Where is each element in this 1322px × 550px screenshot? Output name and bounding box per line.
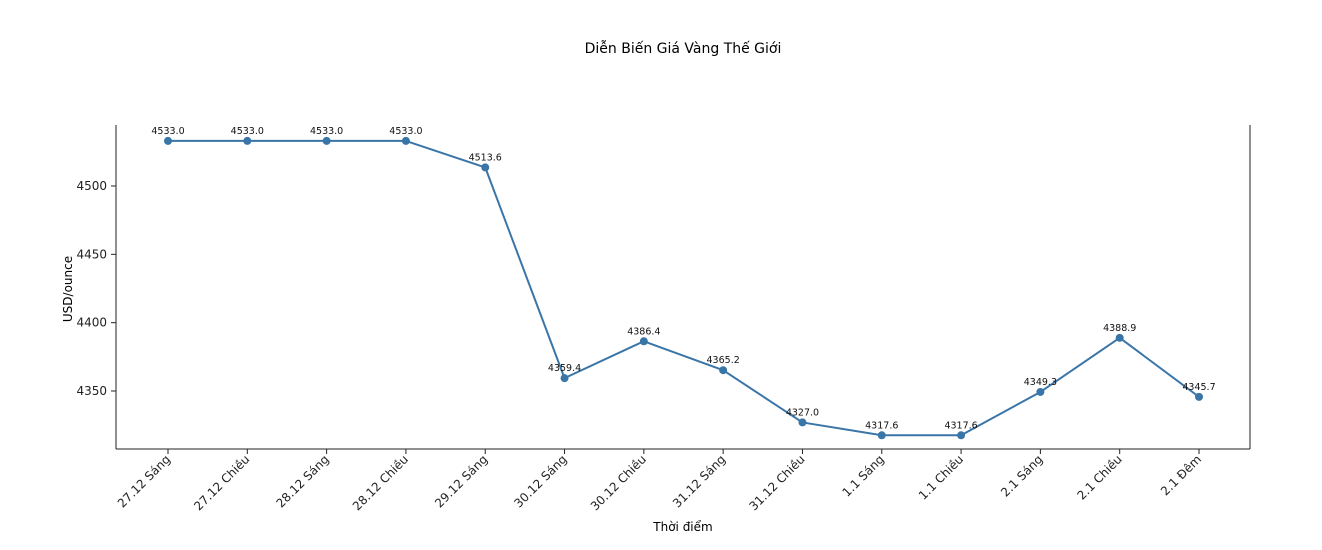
x-tick-label: 27.12 Sáng [115,452,173,510]
plot-area [115,125,1251,450]
x-tick-label: 1.1 Sáng [839,452,886,499]
series-line [168,139,1200,437]
x-tick-label: 28.12 Sáng [273,452,331,510]
data-point-label: 4533.0 [310,126,343,137]
x-tick-label: 1.1 Chiều [916,452,966,502]
data-point-label: 4349.3 [1024,377,1057,388]
x-tick-label: 31.12 Sáng [670,452,728,510]
data-point-label: 4533.0 [231,126,264,137]
x-tick-label: 27.12 Chiều [191,452,252,513]
data-point-marker [401,136,410,145]
data-point-marker [481,163,490,172]
y-tick-label: 4500 [76,179,107,193]
x-tick-label: 30.12 Chiều [588,452,649,513]
data-point-marker [1195,392,1203,401]
data-point-label: 4388.9 [1103,323,1136,334]
data-point-label: 4386.4 [627,326,660,337]
data-point-marker [1115,333,1124,342]
data-point-marker [164,136,172,145]
data-point-marker [322,136,331,145]
data-point-label: 4365.2 [707,355,740,366]
data-point-marker [957,431,966,440]
y-axis-ticks: 4350 4400 4450 4500 [76,179,116,398]
y-tick-label: 4400 [76,316,107,330]
y-tick-label: 4450 [76,247,107,261]
y-axis-label: USD/ounce [61,256,75,322]
x-tick-label: 31.12 Chiều [746,452,807,513]
data-point-marker [877,431,886,440]
data-point-marker [798,418,807,427]
x-tick-label: 2.1 Chiều [1074,452,1124,502]
data-point-label: 4359.4 [548,363,581,374]
x-tick-label: 30.12 Sáng [511,452,569,510]
x-tick-label: 29.12 Sáng [432,452,490,510]
data-point-label: 4317.6 [944,420,977,431]
x-tick-label: 2.1 Sáng [998,452,1045,499]
data-point-marker [639,337,648,346]
x-axis-ticks: 27.12 Sáng 27.12 Chiều 28.12 Sáng 28.12 Chi… [115,449,1204,513]
data-point-label: 4533.0 [151,126,184,137]
data-series: 4533.0 4533.0 4533.0 4533.0 4513.6 4359.4 4386… [151,126,1216,440]
data-point-marker [1036,387,1045,396]
y-tick-label: 4350 [76,384,107,398]
data-point-label: 4327.0 [786,407,819,418]
data-point-label: 4533.0 [389,126,422,137]
data-point-label: 4317.6 [865,420,898,431]
data-point-marker [560,374,569,383]
x-tick-label: 28.12 Chiều [350,452,411,513]
chart-title: Diễn Biến Giá Vàng Thế Giới [585,40,782,57]
data-point-marker [719,366,728,375]
data-point-label: 4513.6 [469,152,502,163]
data-point-label: 4345.7 [1182,382,1215,393]
data-point-marker [243,136,252,145]
x-tick-label: 2.1 Đêm [1158,452,1204,498]
x-axis-label: Thời điểm [652,520,712,534]
